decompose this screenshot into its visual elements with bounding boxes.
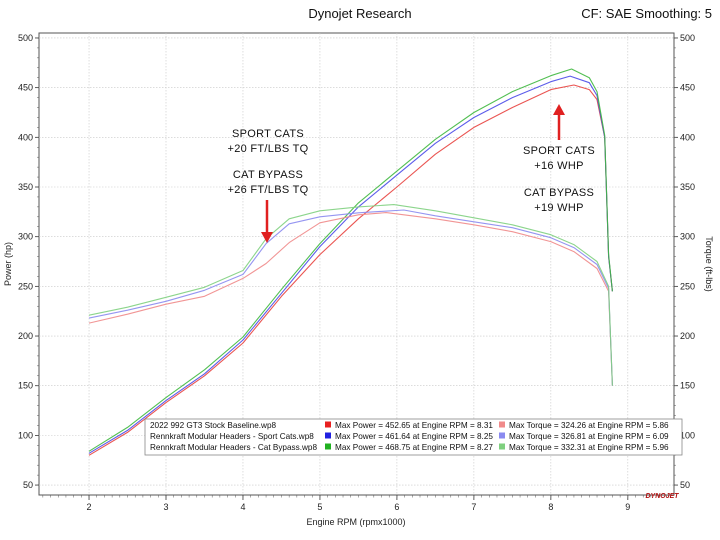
x-tick-label: 6 [394, 502, 399, 512]
x-tick-label: 8 [548, 502, 553, 512]
legend-max-power: Max Power = 452.65 at Engine RPM = 8.31 [335, 421, 493, 430]
y-tick-label-left: 200 [18, 331, 33, 341]
annotation-torque-bypass-line1: CAT BYPASS [233, 169, 303, 181]
y-tick-label-right: 200 [680, 331, 695, 341]
x-tick-label: 4 [240, 502, 245, 512]
y-tick-label-left: 100 [18, 430, 33, 440]
x-tick-label: 9 [625, 502, 630, 512]
y-tick-label-right: 500 [680, 33, 695, 43]
x-tick-label: 7 [471, 502, 476, 512]
legend-file-label: Rennkraft Modular Headers - Cat Bypass.w… [150, 443, 317, 452]
arrow-power [553, 104, 565, 140]
right-axis-ticks: 50 100 150 200 250 300 350 400 450 500 [674, 33, 695, 490]
annotation-power-sport-line2: +16 WHP [534, 160, 583, 172]
legend-power-swatch [325, 443, 331, 450]
y-tick-label-right: 350 [680, 182, 695, 192]
left-axis-label: Power (hp) [3, 242, 13, 286]
series-torque-cat-bypass [88, 204, 613, 386]
y-tick-label-right: 50 [680, 480, 690, 490]
legend-power-swatch [325, 432, 331, 439]
annotation-torque-bypass-line2: +26 FT/LBS TQ [227, 184, 308, 196]
left-axis-ticks: 50 100 150 200 250 300 350 400 450 500 [18, 33, 39, 490]
y-tick-label-left: 50 [23, 480, 33, 490]
y-tick-label-right: 100 [680, 430, 695, 440]
y-tick-label-left: 250 [18, 281, 33, 291]
legend: 2022 992 GT3 Stock Baseline.wp8 Max Power… [144, 418, 683, 456]
legend-torque-swatch [499, 443, 505, 450]
y-tick-label-left: 500 [18, 33, 33, 43]
dynojet-logo: DYNOJET [645, 493, 679, 500]
y-tick-label-right: 150 [680, 381, 695, 391]
legend-power-swatch [325, 421, 331, 428]
annotation-torque-sport-line1: SPORT CATS [232, 128, 304, 140]
series-torque-sport-cats [88, 209, 613, 386]
y-tick-label-right: 450 [680, 83, 695, 93]
legend-max-torque: Max Torque = 326.81 at Engine RPM = 6.09 [509, 432, 669, 441]
legend-max-power: Max Power = 468.75 at Engine RPM = 8.27 [335, 443, 493, 452]
plot-area [38, 32, 675, 496]
legend-max-torque: Max Torque = 324.26 at Engine RPM = 5.86 [509, 421, 669, 430]
y-tick-label-left: 450 [18, 83, 33, 93]
y-tick-label-right: 300 [680, 232, 695, 242]
right-axis-label: Torque (ft-lbs) [704, 236, 714, 292]
annotation-torque-sport-line2: +20 FT/LBS TQ [227, 143, 308, 155]
y-tick-label-left: 300 [18, 232, 33, 242]
x-axis-ticks: 2 3 4 5 6 7 8 9 [42, 495, 667, 512]
legend-file-label: Rennkraft Modular Headers - Sport Cats.w… [150, 432, 314, 441]
arrow-torque [261, 200, 273, 243]
annotation-power-bypass-line1: CAT BYPASS [524, 187, 594, 199]
x-tick-label: 5 [317, 502, 322, 512]
legend-box [144, 418, 683, 456]
series-power-cat-bypass [88, 68, 613, 452]
series-power-stock [88, 84, 613, 456]
legend-file-label: 2022 992 GT3 Stock Baseline.wp8 [150, 421, 277, 430]
correction-factor-label: CF: SAE Smoothing: 5 [581, 6, 712, 21]
annotation-power-sport-line1: SPORT CATS [523, 145, 595, 157]
grid [39, 33, 674, 495]
legend-max-power: Max Power = 461.64 at Engine RPM = 8.25 [335, 432, 493, 441]
annotation-power-bypass-line2: +19 WHP [534, 202, 583, 214]
y-tick-label-left: 400 [18, 132, 33, 142]
series-lines [88, 68, 613, 456]
series-power-sport-cats [88, 75, 613, 454]
y-tick-label-right: 400 [680, 132, 695, 142]
x-tick-label: 3 [163, 502, 168, 512]
x-axis-label: Engine RPM (rpmx1000) [306, 517, 405, 527]
chart-title: Dynojet Research [308, 6, 412, 21]
series-torque-stock [88, 212, 613, 386]
legend-torque-swatch [499, 432, 505, 439]
legend-max-torque: Max Torque = 332.31 at Engine RPM = 5.96 [509, 443, 669, 452]
legend-torque-swatch [499, 421, 505, 428]
y-tick-label-left: 350 [18, 182, 33, 192]
x-tick-label: 2 [87, 502, 92, 512]
y-tick-label-right: 250 [680, 281, 695, 291]
y-tick-label-left: 150 [18, 381, 33, 391]
